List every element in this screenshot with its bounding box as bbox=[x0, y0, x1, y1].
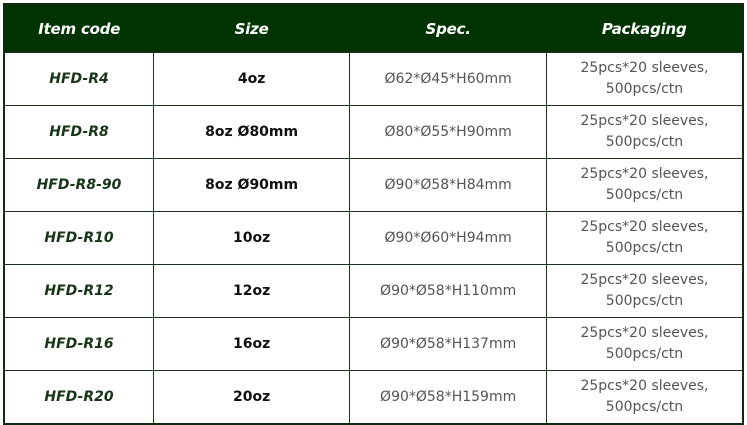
size-cell: 16oz bbox=[152, 317, 351, 371]
packaging-line-1: 25pcs*20 sleeves, bbox=[580, 272, 709, 288]
spec-cell: Ø90*Ø58*H110mm bbox=[349, 264, 547, 318]
packaging-line-2: 500pcs/ctn bbox=[605, 187, 684, 203]
packaging-cell: 25pcs*20 sleeves, 500pcs/ctn bbox=[546, 158, 744, 212]
size-cell: 12oz bbox=[152, 264, 351, 318]
size-cell: 8oz Ø90mm bbox=[152, 158, 351, 212]
packaging-cell: 25pcs*20 sleeves, 500pcs/ctn bbox=[546, 317, 744, 371]
packaging-line-2: 500pcs/ctn bbox=[605, 81, 684, 97]
table-row: HFD-R12 12oz Ø90*Ø58*H110mm 25pcs*20 sleeve… bbox=[3, 264, 744, 318]
table-row: HFD-R10 10oz Ø90*Ø60*H94mm 25pcs*20 sleeves… bbox=[3, 211, 744, 265]
packaging-cell: 25pcs*20 sleeves, 500pcs/ctn bbox=[546, 264, 744, 318]
packaging-line-2: 500pcs/ctn bbox=[605, 134, 684, 150]
header-spec: Spec. bbox=[349, 4, 547, 53]
item-code-cell: HFD-R4 bbox=[3, 52, 154, 106]
spec-cell: Ø90*Ø58*H137mm bbox=[349, 317, 547, 371]
item-code-cell: HFD-R20 bbox=[3, 370, 154, 425]
packaging-line-1: 25pcs*20 sleeves, bbox=[580, 378, 709, 394]
packaging-cell: 25pcs*20 sleeves, 500pcs/ctn bbox=[546, 211, 744, 265]
packaging-line-1: 25pcs*20 sleeves, bbox=[580, 166, 709, 182]
item-code-cell: HFD-R8 bbox=[3, 105, 154, 159]
header-packaging: Packaging bbox=[546, 4, 743, 53]
size-cell: 20oz bbox=[152, 370, 351, 425]
packaging-line-2: 500pcs/ctn bbox=[605, 399, 684, 415]
spec-cell: Ø90*Ø58*H159mm bbox=[349, 370, 547, 425]
item-code-cell: HFD-R16 bbox=[3, 317, 154, 371]
packaging-line-1: 25pcs*20 sleeves, bbox=[580, 60, 709, 76]
spec-cell: Ø80*Ø55*H90mm bbox=[349, 105, 547, 159]
packaging-line-1: 25pcs*20 sleeves, bbox=[580, 113, 709, 129]
header-row: Item code Size Spec. Packaging bbox=[4, 4, 743, 53]
header-item-code: Item code bbox=[4, 4, 154, 53]
spec-cell: Ø62*Ø45*H60mm bbox=[349, 52, 547, 106]
spec-cell: Ø90*Ø60*H94mm bbox=[349, 211, 547, 265]
header-size: Size bbox=[153, 4, 350, 53]
packaging-line-1: 25pcs*20 sleeves, bbox=[580, 325, 709, 341]
packaging-line-1: 25pcs*20 sleeves, bbox=[580, 219, 709, 235]
size-cell: 4oz bbox=[152, 52, 351, 106]
size-cell: 10oz bbox=[152, 211, 351, 265]
table-row: HFD-R16 16oz Ø90*Ø58*H137mm 25pcs*20 sleeve… bbox=[3, 317, 744, 371]
product-spec-table: Item code Size Spec. Packaging HFD-R4 4oz… bbox=[3, 3, 744, 425]
packaging-cell: 25pcs*20 sleeves, 500pcs/ctn bbox=[546, 52, 744, 106]
table-row: HFD-R8-90 8oz Ø90mm Ø90*Ø58*H84mm 25pcs*20 … bbox=[3, 158, 744, 212]
packaging-cell: 25pcs*20 sleeves, 500pcs/ctn bbox=[546, 105, 744, 159]
packaging-line-2: 500pcs/ctn bbox=[605, 293, 684, 309]
spec-cell: Ø90*Ø58*H84mm bbox=[349, 158, 547, 212]
size-cell: 8oz Ø80mm bbox=[152, 105, 351, 159]
table-row: HFD-R4 4oz Ø62*Ø45*H60mm 25pcs*20 sleeves, 5… bbox=[3, 52, 744, 106]
packaging-line-2: 500pcs/ctn bbox=[605, 346, 684, 362]
item-code-cell: HFD-R10 bbox=[3, 211, 154, 265]
packaging-cell: 25pcs*20 sleeves, 500pcs/ctn bbox=[546, 370, 744, 425]
item-code-cell: HFD-R8-90 bbox=[3, 158, 154, 212]
item-code-cell: HFD-R12 bbox=[3, 264, 154, 318]
packaging-line-2: 500pcs/ctn bbox=[605, 240, 684, 256]
table-row: HFD-R8 8oz Ø80mm Ø80*Ø55*H90mm 25pcs*20 sle… bbox=[3, 105, 744, 159]
table-row: HFD-R20 20oz Ø90*Ø58*H159mm 25pcs*20 sleeve… bbox=[3, 370, 744, 425]
